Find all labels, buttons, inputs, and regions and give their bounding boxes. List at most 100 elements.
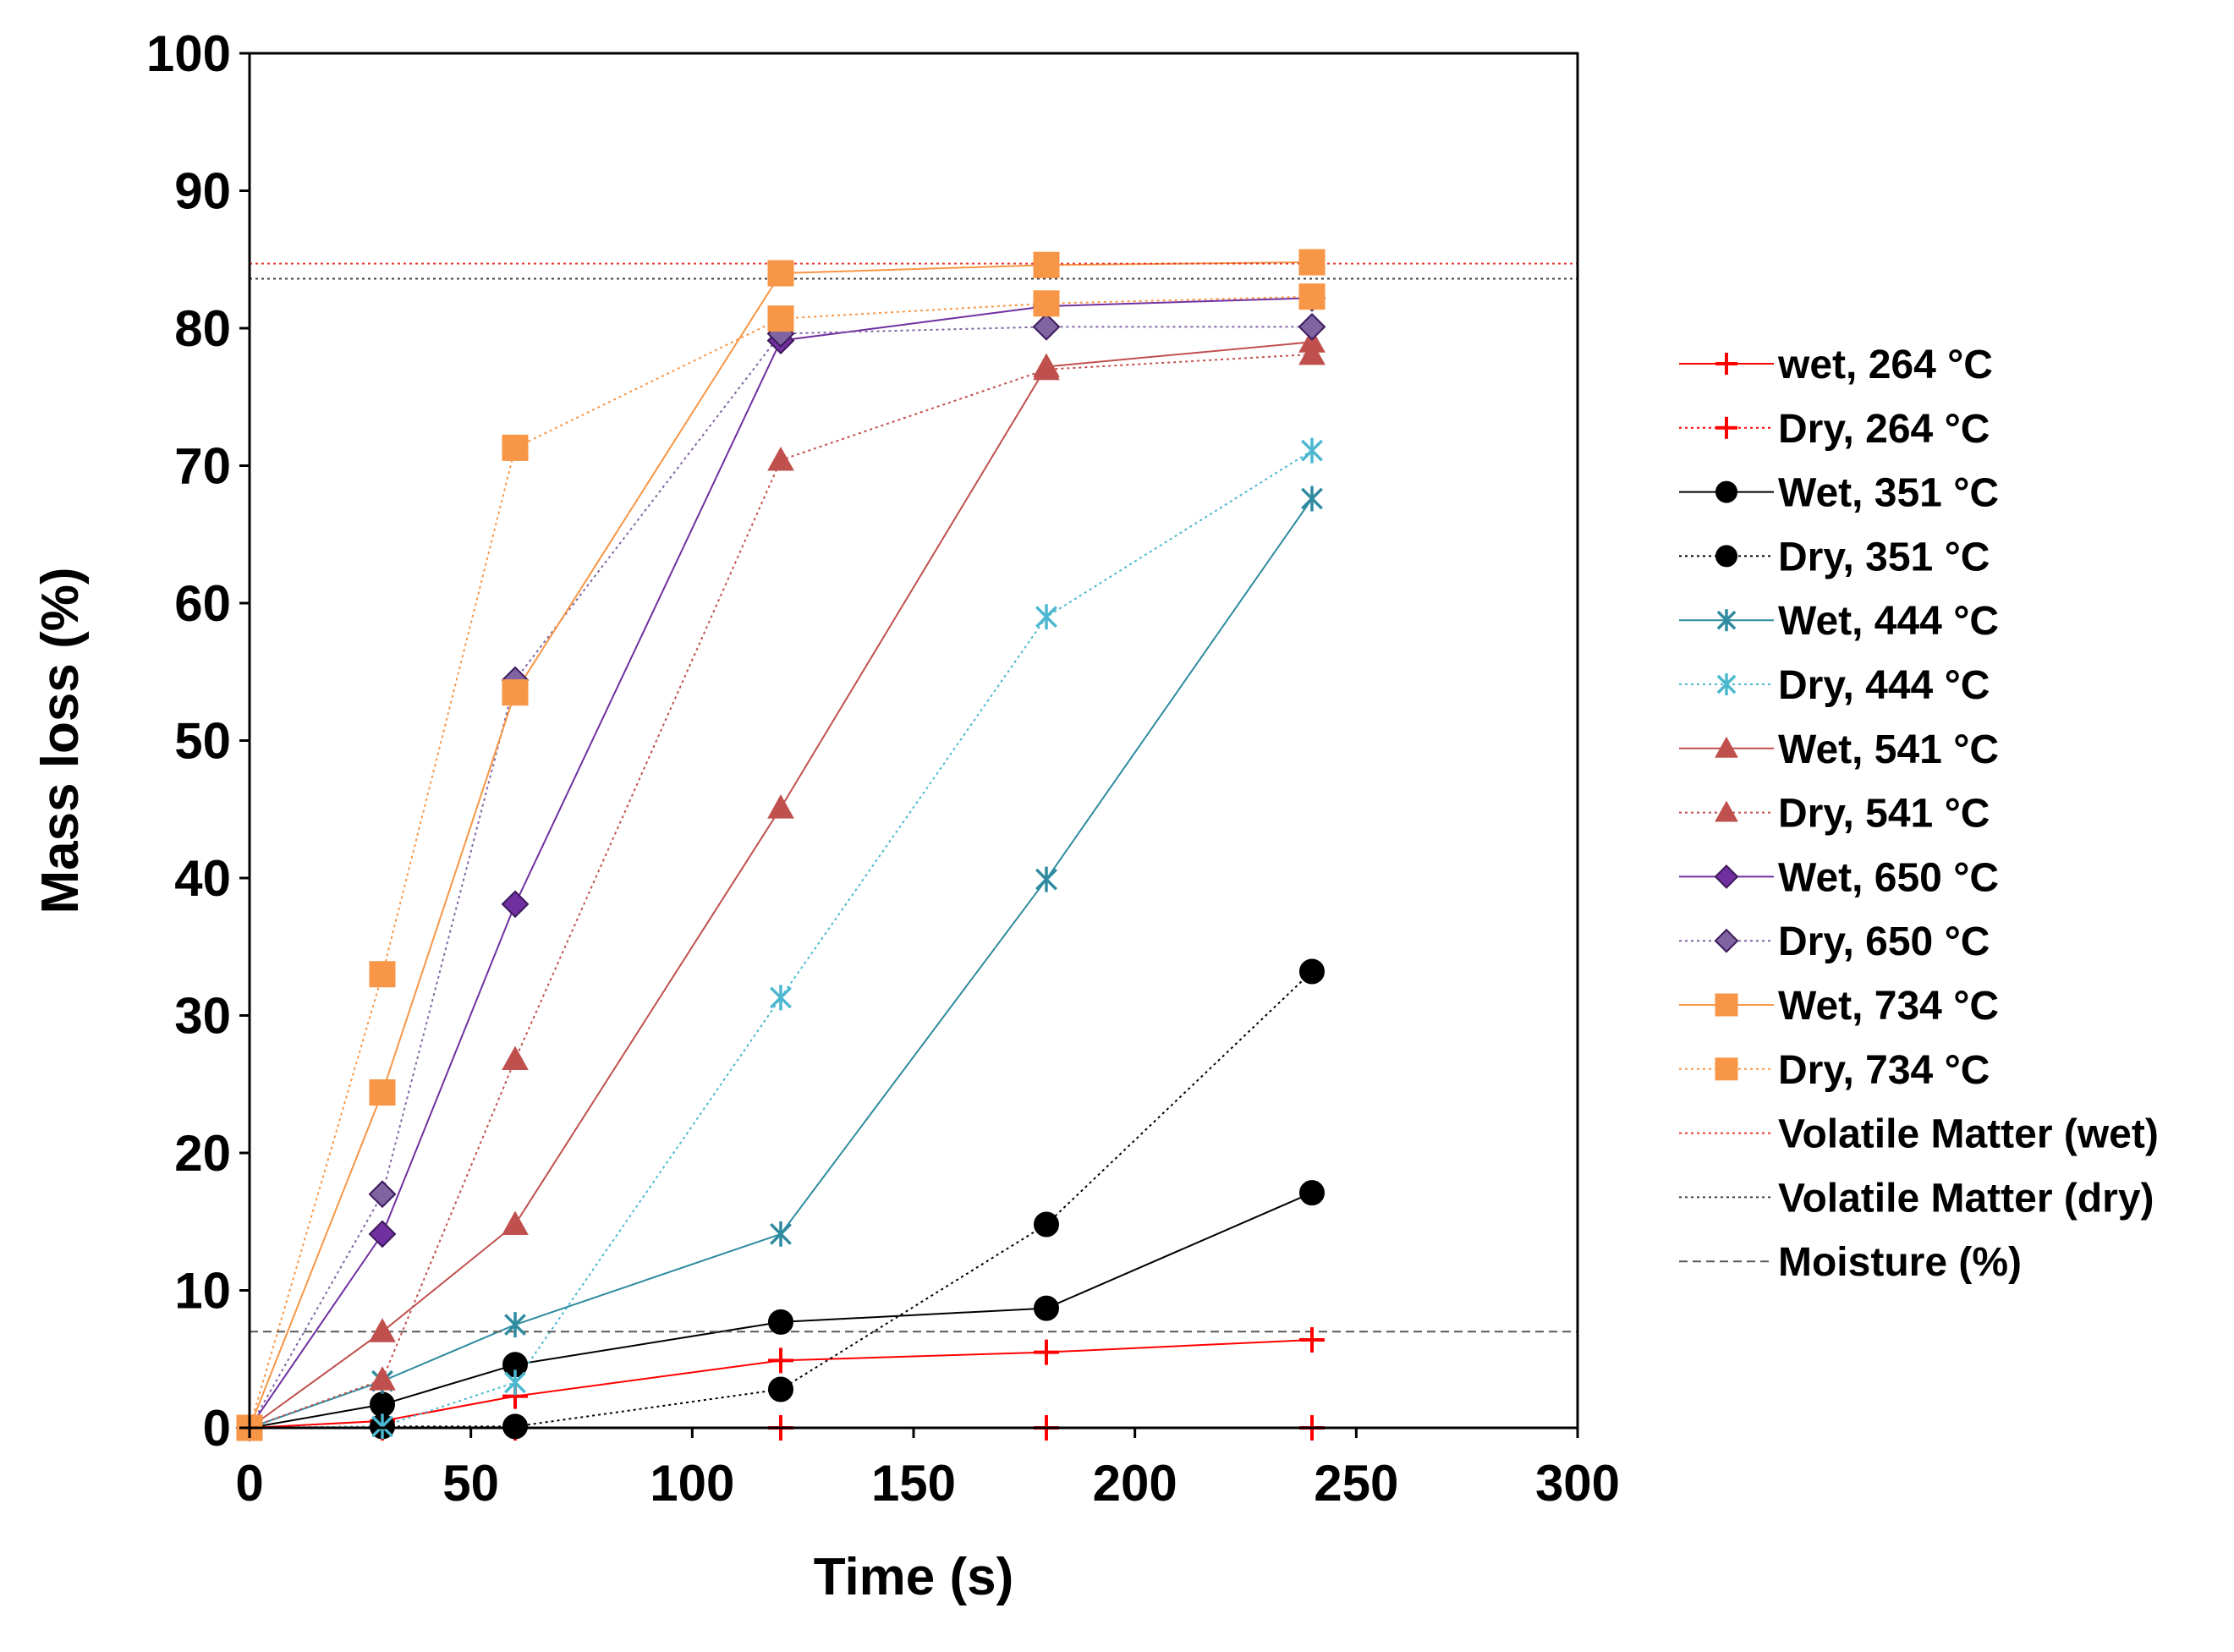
series-line-6 (249, 341, 1313, 1429)
legend-label-13: Volatile Matter (dry) (1778, 1176, 2154, 1221)
data-point-s0-5 (1299, 1327, 1325, 1353)
data-point-s7-5 (1298, 340, 1326, 365)
legend-label-2: Wet, 351 °C (1778, 471, 1999, 516)
legend-label-7: Dry, 541 °C (1778, 792, 1990, 837)
data-point-s7-4 (1033, 355, 1060, 381)
data-point-s2-1 (370, 1391, 395, 1418)
series-line-2 (249, 1192, 1313, 1429)
data-point-s5-1 (371, 1413, 393, 1440)
reference-lines (250, 262, 1578, 1333)
data-point-s5-2 (504, 1369, 526, 1396)
y-axis-title: Mass loss (%) (31, 567, 90, 914)
legend-label-9: Dry, 650 °C (1778, 919, 1990, 964)
data-point-s5-5 (1301, 437, 1323, 464)
legend-entry-14: Moisture (%) (1679, 1240, 2022, 1285)
data-point-s3-5 (1299, 958, 1325, 985)
legend-entry-11: Dry, 734 °C (1679, 1048, 1990, 1093)
legend-marker-8 (1714, 864, 1739, 889)
series-line-3 (249, 970, 1313, 1429)
legend-label-8: Wet, 650 °C (1778, 855, 1999, 900)
legend-label-12: Volatile Matter (wet) (1778, 1112, 2159, 1157)
data-point-s10-2 (502, 679, 529, 706)
tick-labels: 0 50 100 150 200 250 300 0 10 20 30 40 50 60 70 80 90 100 (146, 25, 1620, 1512)
data-point-s6-1 (369, 1318, 396, 1342)
data-point-s4-4 (1035, 866, 1057, 892)
legend-entry-4: Wet, 444 °C (1679, 599, 1999, 644)
data-point-s8-2 (501, 890, 530, 919)
data-point-s2-5 (1299, 1180, 1325, 1206)
y-tick-label-1: 10 (174, 1263, 231, 1320)
legend-marker-7 (1715, 800, 1738, 822)
legend-entry-8: Wet, 650 °C (1679, 855, 1999, 900)
legend-entry-2: Wet, 351 °C (1679, 471, 1999, 516)
data-point-s11-4 (1033, 290, 1060, 317)
data-point-s4-3 (770, 1221, 792, 1247)
x-tick-label-3: 150 (871, 1455, 956, 1512)
x-tick-label-6: 300 (1535, 1455, 1620, 1512)
x-tick-label-0: 0 (235, 1455, 263, 1512)
data-point-s4-2 (504, 1312, 526, 1338)
data-point-s10-4 (1033, 251, 1060, 278)
x-tick-label-4: 200 (1093, 1455, 1177, 1512)
data-point-s2-4 (1034, 1295, 1059, 1321)
legend-entry-13: Volatile Matter (dry) (1679, 1176, 2154, 1221)
legend-entry-0: wet, 264 °C (1679, 343, 1993, 387)
legend-entry-1: Dry, 264 °C (1679, 407, 1990, 452)
legend-label-14: Moisture (%) (1778, 1240, 2022, 1285)
y-tick-label-2: 20 (174, 1125, 231, 1182)
data-point-s7-2 (502, 1046, 529, 1070)
data-point-s3-3 (768, 1376, 793, 1402)
legend: wet, 264 °C Dry, 264 °C Wet, 351 °C Dry, 35… (1679, 343, 2159, 1285)
series-line-4 (249, 497, 1313, 1429)
data-point-s7-3 (767, 446, 794, 471)
legend-marker-9 (1714, 928, 1739, 953)
data-point-s3-4 (1034, 1211, 1059, 1238)
data-point-s10-5 (1298, 249, 1326, 276)
data-point-s11-3 (767, 305, 794, 332)
legend-entry-7: Dry, 541 °C (1679, 792, 1990, 837)
data-point-s10-3 (767, 260, 794, 287)
legend-label-4: Wet, 444 °C (1778, 599, 1999, 644)
legend-marker-10 (1715, 993, 1738, 1017)
series-line-5 (249, 449, 1313, 1429)
legend-marker-3 (1715, 545, 1737, 568)
legend-label-5: Dry, 444 °C (1778, 663, 1990, 708)
x-tick-label-1: 50 (442, 1455, 499, 1512)
legend-entry-6: Wet, 541 °C (1679, 727, 1999, 772)
legend-marker-0 (1715, 353, 1737, 375)
axes (239, 52, 1579, 1438)
legend-label-0: wet, 264 °C (1777, 343, 1993, 387)
series-line-8 (249, 297, 1313, 1429)
legend-marker-11 (1715, 1057, 1738, 1081)
data-point-s2-3 (768, 1309, 793, 1335)
y-tick-label-5: 50 (174, 713, 231, 770)
y-tick-label-0: 0 (203, 1400, 231, 1457)
legend-label-10: Wet, 734 °C (1778, 984, 1999, 1029)
data-point-s4-5 (1301, 486, 1323, 512)
data-point-s5-3 (770, 985, 792, 1011)
x-tick-label-2: 100 (650, 1455, 734, 1512)
data-point-s6-3 (767, 794, 794, 819)
legend-entry-5: Dry, 444 °C (1679, 663, 1990, 708)
data-point-s9-1 (368, 1180, 397, 1209)
data-point-s3-2 (502, 1413, 528, 1440)
data-point-s9-5 (1298, 312, 1326, 341)
series-line-9 (249, 326, 1312, 1429)
data-point-s11-2 (502, 434, 529, 461)
y-tick-label-4: 40 (174, 850, 231, 907)
y-tick-label-8: 80 (174, 300, 231, 357)
data-point-s10-1 (369, 1079, 396, 1106)
data-point-s5-4 (1035, 604, 1057, 630)
data-point-s6-2 (502, 1210, 529, 1235)
data-point-s8-1 (368, 1220, 397, 1249)
x-axis-title: Time (s) (814, 1548, 1014, 1606)
legend-entry-3: Dry, 351 °C (1679, 535, 1990, 579)
data-point-s9-4 (1032, 312, 1061, 341)
data-point-s0-4 (1034, 1339, 1059, 1365)
legend-marker-4 (1716, 609, 1737, 632)
y-tick-label-7: 70 (174, 438, 231, 495)
legend-label-3: Dry, 351 °C (1778, 535, 1990, 579)
data-point-s11-5 (1298, 283, 1326, 310)
x-tick-label-5: 250 (1314, 1455, 1398, 1512)
